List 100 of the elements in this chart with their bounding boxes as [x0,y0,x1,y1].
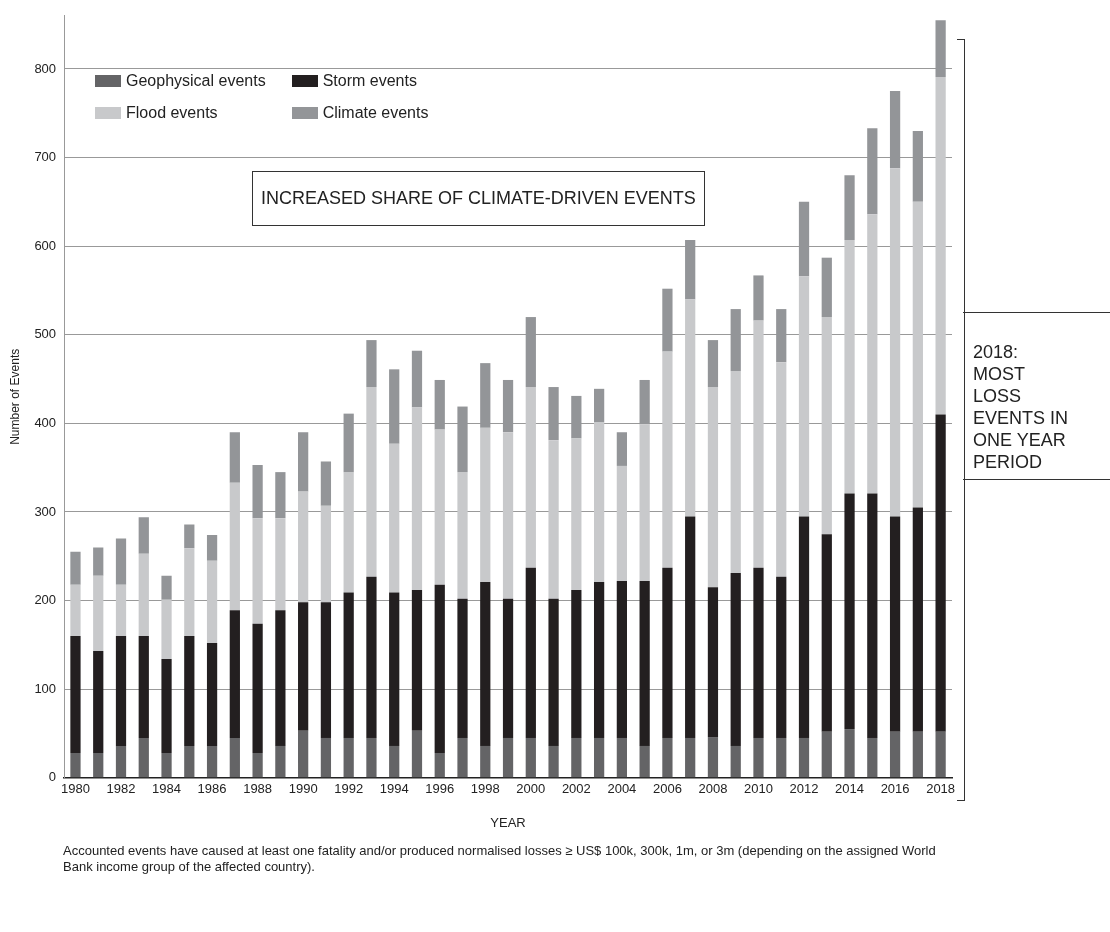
bar [844,175,855,240]
x-tick-label: 2012 [789,781,819,797]
bar [730,745,741,778]
bar [411,730,423,778]
y-tick-label: 500 [34,326,57,342]
bar [753,275,764,321]
bar [70,551,81,585]
x-tick-label: 2004 [607,781,637,797]
legend-label: Storm events [322,72,417,90]
y-tick-label: 200 [34,592,57,608]
bar [502,432,514,599]
bar [867,214,878,494]
bar [798,516,810,738]
bar [298,432,309,492]
bar [389,745,400,778]
bar [411,407,423,590]
bar [593,737,605,778]
bar [753,737,764,778]
x-tick-label: 2014 [835,781,865,797]
bar [115,745,127,778]
bar [252,752,263,778]
bar [821,731,832,778]
y-tick-label: 700 [34,149,57,165]
bar [389,443,400,593]
x-tick-label: 1992 [334,781,364,797]
bar [867,737,878,778]
bar [229,432,240,483]
bar [776,362,787,577]
x-tick-label: 2018 [926,781,956,797]
bar [548,440,559,599]
bar [525,567,536,738]
bar [298,491,309,603]
bar [161,752,172,778]
bar [662,567,673,738]
bar [685,737,696,778]
bar [525,387,536,568]
bar [844,729,855,778]
y-tick-label: 800 [34,60,57,76]
bar [776,737,787,778]
bar [457,598,468,738]
bar [639,581,650,746]
bar [275,610,286,746]
y-tick-label: 600 [34,237,57,253]
bar [320,505,332,603]
x-tick-label: 1994 [379,781,409,797]
bar [753,567,764,738]
bar [138,737,149,778]
bar [115,584,127,637]
bar [93,651,104,753]
y-axis-title: Number of Events [7,348,22,445]
bar [161,575,172,600]
bar [730,573,741,746]
bar [93,752,104,778]
bar [366,576,377,738]
bar [70,752,81,778]
bar [616,737,627,778]
bar [616,432,627,466]
x-tick-label: 1996 [425,781,455,797]
bar [206,745,218,778]
y-tick-label: 0 [48,769,57,785]
bar [548,598,559,746]
bar [93,575,104,652]
bar [343,592,354,738]
x-tick-label: 1998 [470,781,500,797]
bar [912,201,923,508]
y-tick-label: 100 [34,680,57,696]
legend-label: Flood events [126,104,218,122]
x-tick-label: 1988 [243,781,273,797]
x-tick-label: 1980 [61,781,90,797]
bar [480,581,491,746]
bar [707,587,719,738]
bar [275,745,286,778]
bar [275,518,286,611]
bar [593,581,605,738]
bar [229,610,240,738]
bar [480,427,491,582]
bar [571,438,582,590]
bar [434,429,445,585]
bar [707,340,719,388]
x-tick-label: 2010 [744,781,773,797]
bar [229,737,240,778]
bar [434,584,445,753]
bar [639,424,650,582]
bar [753,320,764,568]
bar [138,553,149,637]
bar [707,387,719,588]
bar [616,581,627,738]
x-axis-title: YEAR [490,814,526,830]
text: Accounted events have caused at least one fatality and/or produced normalised losses ≥ US$ 100k, 300k, 1m, or 3m (depending on the assigned World Bank income group of the affected country). [63,843,937,875]
bar [616,465,627,582]
x-tick-label: 2000 [516,781,546,797]
bar [366,387,377,577]
bar [776,576,787,738]
bar [685,516,696,738]
bar [912,507,923,732]
bar [685,299,696,517]
bar [662,351,673,568]
bar [184,636,195,746]
bar [798,737,810,778]
bar [844,493,855,730]
